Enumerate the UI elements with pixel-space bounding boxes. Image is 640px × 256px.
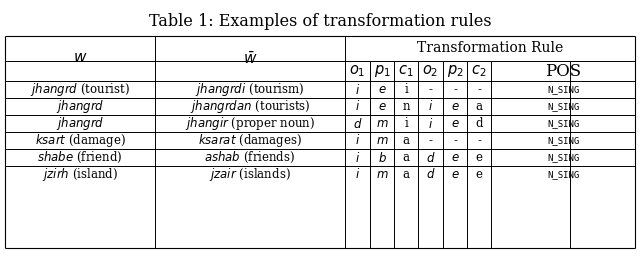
Text: a: a [403, 134, 410, 147]
Text: $\mathit{e}$: $\mathit{e}$ [451, 117, 460, 130]
Text: $\mathit{jhangrd}$ (tourist): $\mathit{jhangrd}$ (tourist) [30, 81, 130, 98]
Text: $\mathit{m}$: $\mathit{m}$ [376, 134, 388, 147]
Text: N_SING: N_SING [547, 85, 579, 94]
Text: $\mathit{d}$: $\mathit{d}$ [353, 116, 362, 131]
Text: $\mathit{jhangrdan}$ (tourists): $\mathit{jhangrdan}$ (tourists) [189, 98, 310, 115]
Text: $\mathit{e}$: $\mathit{e}$ [378, 83, 387, 96]
Text: $\mathit{d}$: $\mathit{d}$ [426, 151, 435, 165]
Text: -: - [429, 83, 433, 96]
Text: $p_2$: $p_2$ [447, 63, 463, 79]
Text: -: - [453, 83, 457, 96]
Text: $o_1$: $o_1$ [349, 63, 365, 79]
Text: $c_1$: $c_1$ [398, 63, 414, 79]
Text: $\mathit{i}$: $\mathit{i}$ [355, 82, 360, 97]
Text: -: - [429, 134, 433, 147]
Text: $\mathit{ksart}$ (damage): $\mathit{ksart}$ (damage) [35, 132, 125, 149]
Text: $\mathit{ksarat}$ (damages): $\mathit{ksarat}$ (damages) [198, 132, 302, 149]
Text: n: n [403, 100, 410, 113]
Text: $\mathit{e}$: $\mathit{e}$ [451, 100, 460, 113]
Text: $\mathit{i}$: $\mathit{i}$ [355, 167, 360, 182]
Text: $\mathit{jzair}$ (islands): $\mathit{jzair}$ (islands) [209, 166, 291, 183]
Text: $\mathit{ashab}$ (friends): $\mathit{ashab}$ (friends) [204, 150, 296, 165]
Text: i: i [404, 117, 408, 130]
Text: $p_1$: $p_1$ [374, 63, 390, 79]
Text: $\mathit{i}$: $\mathit{i}$ [355, 151, 360, 165]
Text: -: - [453, 134, 457, 147]
Text: e: e [476, 151, 483, 164]
Text: N_SING: N_SING [547, 170, 579, 179]
Text: $c_2$: $c_2$ [471, 63, 486, 79]
Text: $\mathit{i}$: $\mathit{i}$ [355, 133, 360, 147]
Text: $\mathit{jhangrdi}$ (tourism): $\mathit{jhangrdi}$ (tourism) [195, 81, 305, 98]
Text: a: a [403, 151, 410, 164]
Text: $\bar{w}$: $\bar{w}$ [243, 50, 257, 67]
Text: a: a [476, 100, 483, 113]
Text: $\mathit{e}$: $\mathit{e}$ [378, 100, 387, 113]
Text: a: a [403, 168, 410, 181]
Text: -: - [477, 134, 481, 147]
Text: N_SING: N_SING [547, 119, 579, 128]
Text: i: i [404, 83, 408, 96]
Text: $\mathit{shabe}$ (friend): $\mathit{shabe}$ (friend) [37, 150, 123, 165]
Text: $\mathit{m}$: $\mathit{m}$ [376, 168, 388, 181]
Text: N_SING: N_SING [547, 153, 579, 162]
Text: d: d [476, 117, 483, 130]
Text: $\mathit{i}$: $\mathit{i}$ [355, 100, 360, 113]
Text: $\mathit{jzirh}$ (island): $\mathit{jzirh}$ (island) [42, 166, 118, 183]
Text: $\mathit{jhangrd}$: $\mathit{jhangrd}$ [56, 98, 104, 115]
Text: $\mathit{d}$: $\mathit{d}$ [426, 167, 435, 182]
Text: Transformation Rule: Transformation Rule [417, 41, 563, 56]
Text: $\mathit{b}$: $\mathit{b}$ [378, 151, 387, 165]
Text: -: - [477, 83, 481, 96]
Text: $\mathit{i}$: $\mathit{i}$ [428, 116, 433, 131]
Text: $\mathit{e}$: $\mathit{e}$ [451, 168, 460, 181]
Text: N_SING: N_SING [547, 136, 579, 145]
Text: $\mathit{jhangir}$ (proper noun): $\mathit{jhangir}$ (proper noun) [185, 115, 315, 132]
Text: POS: POS [545, 62, 581, 80]
Text: $o_2$: $o_2$ [422, 63, 438, 79]
Text: $\mathit{i}$: $\mathit{i}$ [428, 100, 433, 113]
Text: $\mathit{e}$: $\mathit{e}$ [451, 151, 460, 164]
Text: $\mathit{m}$: $\mathit{m}$ [376, 117, 388, 130]
Text: e: e [476, 168, 483, 181]
Text: N_SING: N_SING [547, 102, 579, 111]
Text: $w$: $w$ [73, 51, 87, 66]
Text: $\mathit{jhangrd}$: $\mathit{jhangrd}$ [56, 115, 104, 132]
Text: Table 1: Examples of transformation rules: Table 1: Examples of transformation rule… [148, 13, 492, 29]
